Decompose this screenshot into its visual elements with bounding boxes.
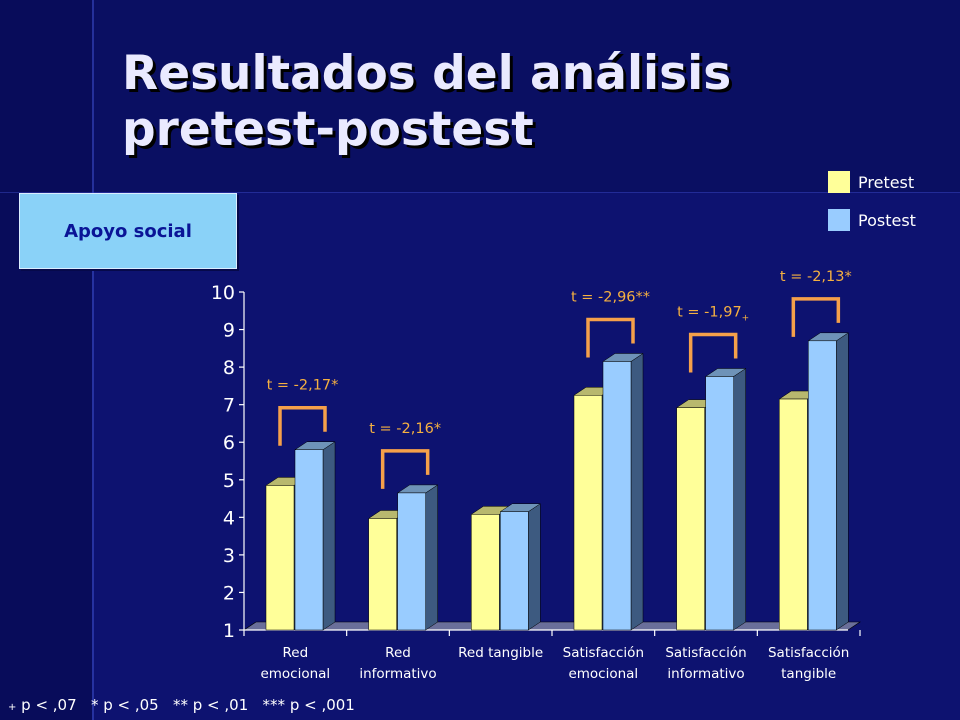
significance-bracket-2: [586, 317, 635, 358]
x-tick-label-2: Red tangible: [458, 645, 543, 661]
x-tick-label-4: Satisfacción informativo: [665, 645, 746, 682]
x-tick-label-5: Satisfacción tangible: [768, 645, 849, 682]
bar-postest-1-side: [425, 484, 438, 631]
legend-swatch-postest: [828, 209, 850, 231]
legend-label-postest: Postest: [858, 210, 916, 230]
bar-pretest-3: [573, 395, 603, 631]
y-tick-label-9: 10: [211, 282, 235, 304]
footnote-plus-symbol: +: [8, 702, 17, 713]
significance-label-suffix: +: [742, 314, 750, 324]
chart-legend: Pretest Postest: [828, 170, 916, 246]
significance-bracket-3: [688, 332, 738, 373]
bar-pretest-1: [368, 518, 397, 631]
x-tick-label-line: Satisfacción: [563, 645, 644, 661]
y-tick-label-0: 1: [223, 620, 235, 642]
x-tick-label-line: tangible: [781, 666, 836, 682]
x-tick-label-1: Red informativo: [359, 645, 436, 682]
background-top-band: [92, 0, 960, 192]
significance-label-2: t = -2,96**: [571, 289, 650, 305]
bar-postest-1: [397, 492, 426, 631]
bar-postest-0-side: [322, 441, 336, 631]
y-tick-label-6: 7: [223, 395, 235, 417]
bar-postest-5: [808, 340, 837, 631]
x-tick-label-line: Red tangible: [458, 645, 543, 661]
bar-postest-2: [500, 511, 529, 631]
bar-pretest-0: [265, 485, 295, 631]
legend-label-pretest: Pretest: [858, 172, 915, 192]
significance-footnote: + p < ,07 * p < ,05 ** p < ,01 *** p < ,…: [8, 696, 355, 714]
bar-postest-2-side: [528, 503, 541, 631]
significance-bracket-1: [380, 449, 430, 489]
x-tick-label-line: Red: [385, 645, 411, 661]
bar-pretest-4: [676, 407, 705, 631]
footnote-text: p < ,07 * p < ,05 ** p < ,01 *** p < ,00…: [16, 696, 355, 714]
bar-postest-5-side: [836, 332, 849, 631]
chart-floor: [243, 621, 861, 631]
x-tick-label-line: informativo: [667, 666, 744, 682]
x-tick-label-0: Red emocional: [260, 645, 330, 682]
x-tick-label-3: Satisfacción emocional: [563, 645, 644, 682]
y-tick-label-1: 2: [223, 582, 235, 604]
decorative-vertical-line: [92, 0, 94, 720]
x-tick-label-line: emocional: [568, 666, 638, 682]
x-tick-label-line: emocional: [260, 666, 330, 682]
x-tick-label-line: Satisfacción: [768, 645, 849, 661]
x-tick-label-line: Satisfacción: [665, 645, 746, 661]
y-tick-label-2: 3: [223, 545, 235, 567]
y-tick-label-5: 6: [223, 432, 235, 454]
bar-pretest-2: [471, 514, 500, 631]
section-badge: Apoyo social: [19, 193, 237, 269]
bar-postest-4-side: [733, 368, 746, 631]
bar-postest-3: [602, 361, 632, 631]
bar-postest-0: [294, 449, 324, 631]
y-tick-label-4: 5: [223, 470, 235, 492]
bar-postest-3-side: [630, 353, 644, 631]
significance-bracket-0: [278, 405, 327, 446]
legend-item-pretest: Pretest: [828, 170, 916, 194]
significance-label-3: t = -1,97+: [677, 305, 749, 324]
x-tick-label-line: informativo: [359, 666, 436, 682]
significance-label-0: t = -2,17*: [267, 378, 339, 394]
x-tick-label-line: Red: [283, 645, 309, 661]
legend-swatch-pretest: [828, 171, 850, 193]
slide-title: Resultados del análisis pretest-postest: [122, 46, 731, 158]
decorative-horizontal-line: [0, 192, 960, 193]
significance-label-4: t = -2,13*: [780, 269, 852, 285]
bar-pretest-5: [779, 398, 808, 631]
bar-postest-4: [705, 376, 734, 631]
slide-title-line-2: pretest-postest: [122, 102, 534, 157]
slide-title-line-1: Resultados del análisis: [122, 46, 732, 101]
y-tick-label-3: 4: [223, 507, 235, 529]
y-tick-label-8: 9: [223, 320, 235, 342]
significance-bracket-4: [791, 297, 841, 337]
background-left-band: [0, 0, 92, 720]
significance-label-1: t = -2,16*: [369, 421, 441, 437]
legend-item-postest: Postest: [828, 208, 916, 232]
y-tick-label-7: 8: [223, 357, 235, 379]
